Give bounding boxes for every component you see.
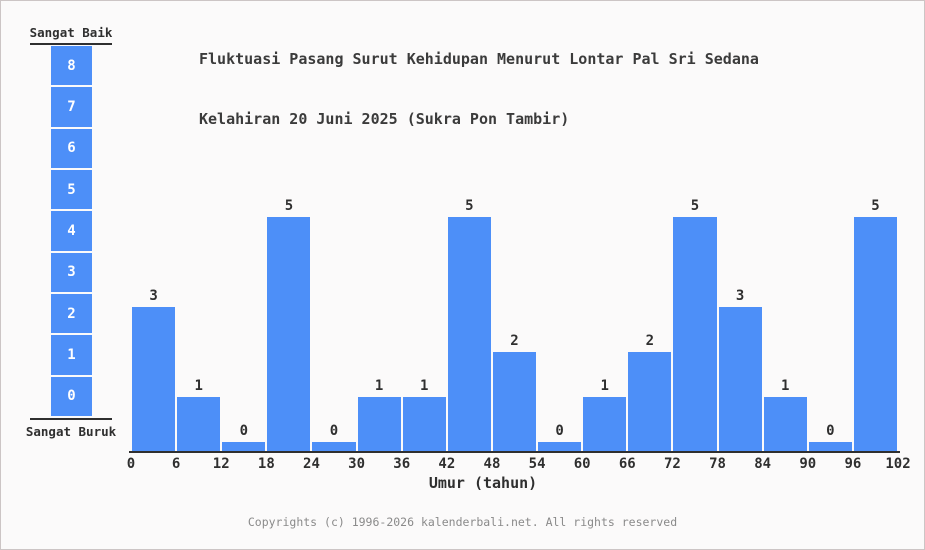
- legend-scale-cell: 4: [51, 211, 92, 251]
- legend-scale-cell: 6: [51, 128, 92, 169]
- bar: [132, 307, 176, 451]
- legend-scale-cell: 0: [51, 376, 92, 417]
- x-tick-label: 66: [618, 456, 636, 472]
- bar-value-label: 1: [600, 378, 609, 394]
- bar-value-label: 3: [149, 288, 158, 304]
- bar-value-label: 0: [329, 423, 339, 439]
- x-axis-line: [129, 451, 900, 453]
- bar: [628, 352, 672, 451]
- bar-value-label: 5: [465, 198, 474, 214]
- chart-title-line-2: Kelahiran 20 Juni 2025 (Sukra Pon Tambir…: [199, 110, 570, 128]
- x-tick-label: 60: [573, 456, 591, 472]
- bar: [402, 397, 446, 451]
- bar: [718, 307, 762, 451]
- legend-scale-cell: 1: [51, 335, 92, 375]
- bar: [853, 217, 898, 451]
- bar: [538, 442, 582, 451]
- legend-bottom-label: Sangat Buruk: [25, 424, 117, 439]
- bar-value-label: 5: [284, 198, 294, 214]
- bar-value-label: 0: [555, 423, 564, 439]
- x-tick-label: 18: [257, 456, 275, 472]
- legend-scale-cell: 5: [51, 169, 92, 210]
- bar-value-label: 1: [194, 378, 203, 394]
- bar: [492, 352, 537, 451]
- x-tick-label: 102: [885, 456, 911, 472]
- bar-value-label: 2: [645, 333, 655, 349]
- x-tick-label: 90: [799, 456, 817, 472]
- legend-top-rule: [30, 43, 112, 45]
- x-tick-label: 84: [754, 456, 772, 472]
- x-tick-label: 36: [393, 456, 411, 472]
- x-tick-label: 12: [212, 456, 230, 472]
- bar-value-label: 1: [374, 378, 384, 394]
- bar-value-label: 2: [510, 333, 519, 349]
- bar: [222, 442, 266, 451]
- legend-scale-cell: 3: [51, 252, 92, 293]
- bar: [177, 397, 221, 451]
- bar: [808, 442, 852, 451]
- chart-title: Fluktuasi Pasang Surut Kehidupan Menurut…: [199, 9, 759, 169]
- bar-value-label: 1: [420, 378, 429, 394]
- chart-title-line-1: Fluktuasi Pasang Surut Kehidupan Menurut…: [199, 50, 759, 68]
- x-axis-label: Umur (tahun): [428, 474, 538, 492]
- bar: [763, 397, 807, 451]
- bar: [583, 397, 627, 451]
- x-tick-label: 42: [438, 456, 456, 472]
- bar-value-label: 5: [871, 198, 880, 214]
- x-tick-label: 48: [483, 456, 501, 472]
- bar: [447, 217, 491, 451]
- copyright-text: Copyrights (c) 1996-2026 kalenderbali.ne…: [247, 515, 678, 529]
- bar: [267, 217, 311, 451]
- x-tick-label: 24: [303, 456, 320, 472]
- legend-top-label: Sangat Baik: [29, 25, 113, 40]
- legend-bottom-rule: [30, 418, 112, 420]
- bar: [312, 442, 356, 451]
- x-tick-label: 54: [528, 456, 546, 472]
- bar-value-label: 0: [826, 423, 835, 439]
- x-tick-label: 78: [709, 456, 726, 472]
- legend-scale-cell: 2: [51, 293, 92, 334]
- bar-value-label: 0: [239, 423, 248, 439]
- x-tick-label: 72: [664, 456, 681, 472]
- legend-scale-cell: 7: [51, 87, 92, 127]
- x-tick-label: 96: [844, 456, 862, 472]
- x-tick-label: 30: [348, 456, 366, 472]
- bar-value-label: 1: [781, 378, 790, 394]
- bar-value-label: 5: [690, 198, 700, 214]
- x-tick-label: 0: [126, 456, 136, 472]
- bar-value-label: 3: [735, 288, 745, 304]
- bar: [673, 217, 717, 451]
- bar: [357, 397, 401, 451]
- legend-scale-cell: 8: [51, 46, 92, 86]
- x-tick-label: 6: [171, 456, 181, 472]
